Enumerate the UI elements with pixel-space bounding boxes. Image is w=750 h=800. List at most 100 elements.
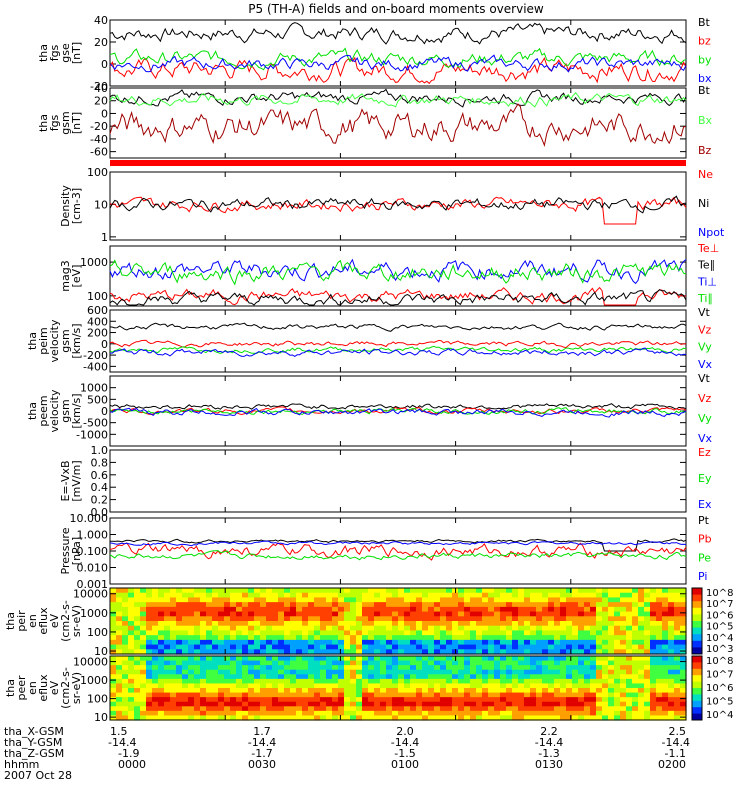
spectrogram-cell <box>368 656 375 662</box>
spectrogram-cell <box>206 592 213 599</box>
spectrogram-cell <box>194 656 201 662</box>
spectrogram-cell <box>236 639 243 646</box>
spectrogram-cell <box>290 660 297 666</box>
spectrogram-cell <box>470 697 477 703</box>
spectrogram-cell <box>386 588 393 594</box>
spectrogram-cell <box>500 621 507 627</box>
spectrogram-cell <box>374 692 381 698</box>
spectrogram-cell <box>404 692 411 698</box>
spectrogram-cell <box>440 669 447 675</box>
spectrogram-cell <box>266 656 273 662</box>
spectrogram-cell <box>656 660 663 666</box>
spectrogram-cell <box>506 683 513 689</box>
spectrogram-cell <box>302 688 309 694</box>
spectrogram-cell <box>368 611 375 617</box>
spectrogram-cell <box>296 588 303 594</box>
spectrogram-cell <box>404 683 411 689</box>
spectrogram-cell <box>422 597 429 603</box>
spectrogram-cell <box>350 665 357 671</box>
spectrogram-cell <box>680 649 687 655</box>
spectrogram-cell <box>422 715 429 721</box>
spectrogram-cell <box>338 683 345 689</box>
spectrogram-cell <box>458 660 465 666</box>
spectrogram-cell <box>608 635 615 641</box>
spectrogram-cell <box>332 644 339 650</box>
spectrogram-cell <box>254 602 261 608</box>
spectrogram-cell <box>596 625 603 632</box>
spectrogram-cell <box>188 710 195 717</box>
spectrogram-cell <box>368 597 375 603</box>
spectrogram-cell <box>416 630 423 636</box>
spectrogram-cell <box>548 625 555 632</box>
spectrogram-cell <box>302 706 309 712</box>
spectrogram-cell <box>626 656 633 662</box>
spectrogram-cell <box>398 616 405 622</box>
spectrogram-cell <box>638 606 645 613</box>
spectrogram-cell <box>428 611 435 617</box>
spectrogram-cell <box>242 697 249 703</box>
spectrogram-cell <box>152 621 159 627</box>
spectrogram-cell <box>578 669 585 675</box>
spectrogram-cell <box>398 692 405 698</box>
spectrogram-cell <box>536 656 543 662</box>
spectrogram-cell <box>596 656 603 662</box>
spectrogram-cell <box>530 597 537 603</box>
spectrogram-cell <box>452 602 459 608</box>
spectrogram-cell <box>368 715 375 721</box>
spectrogram-cell <box>128 683 135 689</box>
spectrogram-cell <box>272 656 279 662</box>
spectrogram-cell <box>440 635 447 641</box>
spectrogram-cell <box>200 621 207 627</box>
panel-frame <box>109 309 687 373</box>
spectrogram-cell <box>536 706 543 712</box>
spectrogram-cell <box>380 674 387 680</box>
spectrogram-cell <box>398 715 405 721</box>
spectrogram-cell <box>386 644 393 650</box>
spectrogram-cell <box>428 635 435 641</box>
spectrogram-cell <box>308 715 315 721</box>
spectrogram-cell <box>596 592 603 599</box>
spectrogram-cell <box>434 588 441 594</box>
spectrogram-cell <box>506 644 513 650</box>
spectrogram-cell <box>656 683 663 689</box>
spectrogram-cell <box>176 649 183 655</box>
spectrogram-cell <box>320 602 327 608</box>
spectrogram-cell <box>596 678 603 685</box>
spectrogram-cell <box>122 665 129 671</box>
spectrogram-cell <box>350 678 357 685</box>
spectrogram-cell <box>578 660 585 666</box>
spectrogram-cell <box>446 656 453 662</box>
spectrogram-cell <box>362 621 369 627</box>
spectrogram-cell <box>524 630 531 636</box>
spectrogram-cell <box>182 692 189 698</box>
spectrogram-cell <box>236 592 243 599</box>
spectrogram-cell <box>644 635 651 641</box>
y-tick-label: -500 <box>83 417 108 430</box>
spectrogram-cell <box>626 635 633 641</box>
spectrogram-cell <box>158 588 165 594</box>
spectrogram-cell <box>542 625 549 632</box>
spectrogram-cell <box>518 660 525 666</box>
spectrogram-cell <box>386 630 393 636</box>
spectrogram-cell <box>242 639 249 646</box>
spectrogram-cell <box>614 621 621 627</box>
spectrogram-cell <box>362 669 369 675</box>
spectrogram-cell <box>212 665 219 671</box>
spectrogram-cell <box>464 710 471 717</box>
spectrogram-cell <box>482 678 489 685</box>
spectrogram-cell <box>644 588 651 594</box>
spectrogram-cell <box>110 706 117 712</box>
spectrogram-cell <box>242 692 249 698</box>
spectrogram-cell <box>134 644 141 650</box>
spectrogram-cell <box>200 665 207 671</box>
spectrogram-cell <box>290 669 297 675</box>
spectrogram-cell <box>644 715 651 721</box>
spectrogram-cell <box>452 669 459 675</box>
y-axis-label: tha <box>26 332 39 350</box>
spectrogram-cell <box>188 683 195 689</box>
spectrogram-cell <box>554 597 561 603</box>
y-axis-label: sr-eV) <box>70 672 83 704</box>
spectrogram-cell <box>326 639 333 646</box>
spectrogram-cell <box>422 692 429 698</box>
spectrogram-cell <box>302 660 309 666</box>
